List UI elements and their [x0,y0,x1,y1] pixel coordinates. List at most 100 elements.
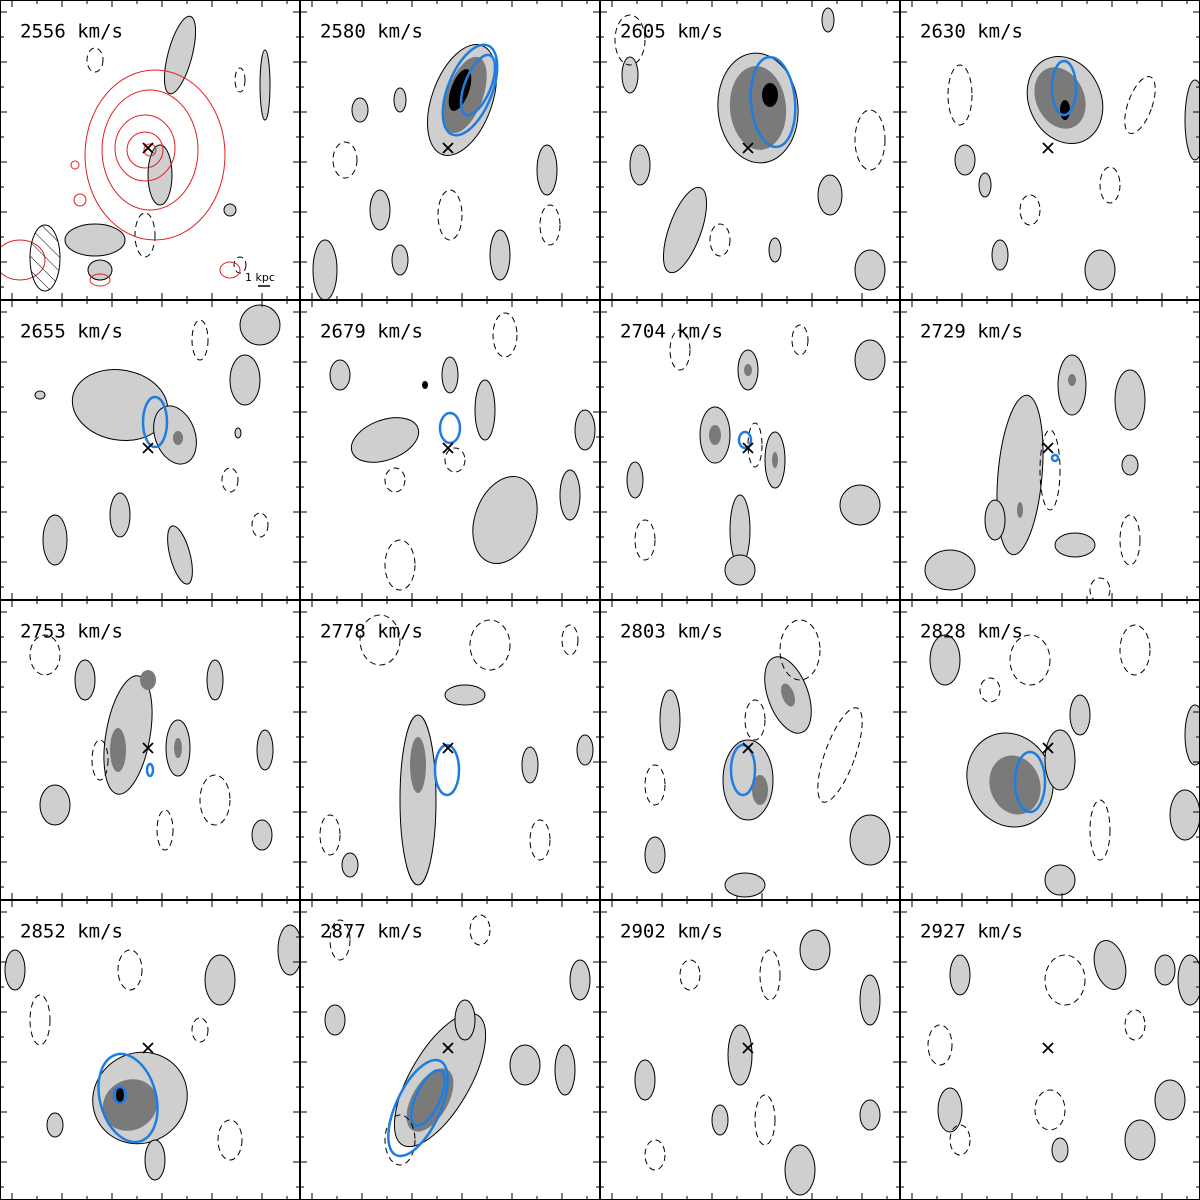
channel-panel: 2803 km/s [600,600,900,900]
emission-contour [144,1139,166,1181]
emission-contour [350,417,420,463]
position-marker [742,1042,754,1054]
panel-content [947,55,1200,291]
optical-contour [70,160,80,170]
negative-contour [947,64,973,126]
negative-contour [233,256,247,274]
comparison-contour [141,395,169,449]
negative-contour [469,619,511,671]
panel-content [927,940,1200,1163]
emission-contour [1068,374,1076,386]
emission-contour [329,359,351,391]
emission-contour [256,729,274,771]
emission-contour [206,659,224,701]
emission-contour [1093,940,1127,990]
negative-contour [29,634,61,676]
position-marker [142,1042,154,1054]
emission-contour [659,689,681,751]
panel-frame [0,0,300,300]
optical-contour [84,69,226,241]
emission-contour [1184,704,1200,766]
position-marker [142,142,154,154]
negative-contour [117,949,143,991]
negative-contour [1119,624,1151,676]
emission-contour [521,746,539,784]
negative-contour [384,467,406,493]
panel-content [324,914,591,1166]
panel-content [29,634,274,851]
emission-contour [1177,954,1200,1006]
emission-contour [949,954,971,996]
negative-contour [1089,577,1111,600]
tick-marks [900,900,1200,1200]
negative-contour [1019,194,1041,226]
channel-panel: 1 kpc 2556 km/s [0,0,300,300]
emission-contour [554,1044,576,1096]
emission-contour [854,339,886,381]
emission-contour [576,734,594,766]
comparison-contour [410,1069,446,1127]
negative-contour [319,814,341,856]
emission-contour [391,244,409,276]
emission-contour [1124,1119,1156,1161]
tick-marks [300,0,600,300]
emission-contour [859,974,881,1026]
emission-contour [1017,502,1023,518]
emission-contour [978,172,992,198]
emission-contour [799,929,831,971]
negative-contour [644,1139,666,1171]
velocity-label: 2580 km/s [320,21,423,43]
panel-frame [0,600,300,900]
emission-contour [489,229,511,281]
emission-contour [64,223,126,257]
emission-contour [1169,789,1200,841]
emission-contour [1184,79,1200,161]
emission-contour [626,461,644,499]
comparison-contour [1013,750,1047,814]
velocity-label: 2803 km/s [620,621,723,643]
emission-contour [1054,532,1096,558]
emission-contour [629,144,651,186]
velocity-label: 2828 km/s [920,621,1023,643]
optical-contour [114,114,176,182]
position-marker [442,1042,454,1054]
emission-contour [163,15,197,95]
velocity-label: 2753 km/s [20,621,123,643]
tick-marks [300,600,600,900]
velocity-label: 2927 km/s [920,921,1023,943]
negative-contour [817,707,863,803]
negative-contour [1034,1089,1066,1131]
comparison-contour [749,55,797,149]
negative-contour [709,223,731,257]
negative-contour [91,739,109,781]
optical-contour [101,89,199,211]
position-marker [142,742,154,754]
negative-contour [669,329,691,371]
negative-contour [1124,76,1156,134]
emission-contour [4,949,26,991]
tick-marks [900,600,1200,900]
negative-contour [747,422,763,468]
emission-contour [173,431,183,445]
comparison-contour [737,430,753,450]
emission-contour [1121,454,1139,476]
panel-content [634,929,881,1196]
comparison-contour [1050,59,1078,117]
emission-contour [422,381,428,389]
tick-marks [600,0,900,300]
position-marker [142,442,154,454]
optical-contour [219,261,241,279]
position-marker [1042,742,1054,754]
emission-contour [109,492,131,538]
emission-contour [1069,694,1091,736]
panel-frame [600,300,900,600]
channel-panel: 2729 km/s [900,300,1200,600]
emission-contour [393,87,407,113]
emission-contour [251,819,273,851]
emission-contour [991,239,1009,271]
emission-contour [996,394,1044,556]
emission-contour [621,56,639,94]
channel-panel: 2927 km/s [900,900,1200,1200]
comparison-contour [145,762,155,778]
emission-contour [42,514,68,566]
